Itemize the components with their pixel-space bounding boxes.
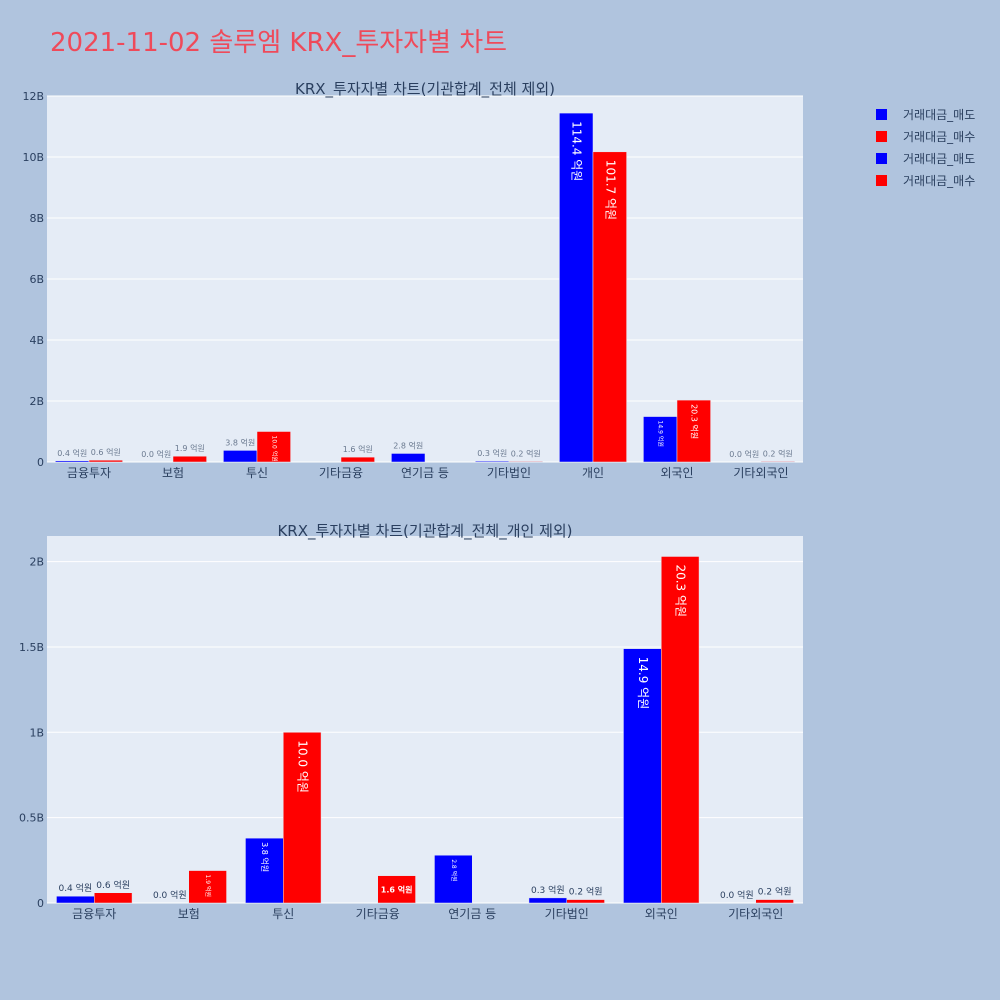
bar — [256, 431, 291, 463]
data-label: 10.0 억원 — [270, 436, 278, 462]
legend-label: 거래대금_매도 — [903, 152, 975, 166]
chart-title-1: KRX_투자자별 차트(기관합계_전체 제외) — [295, 80, 555, 99]
legend-swatch — [876, 153, 887, 164]
data-label: 2.8 억원 — [393, 440, 423, 450]
data-label: 0.6 억원 — [91, 447, 121, 457]
data-label: 0.6 억원 — [96, 879, 130, 891]
data-label: 10.0 억원 — [296, 740, 310, 793]
y-tick-label: 0 — [37, 897, 44, 910]
bar — [566, 899, 605, 904]
data-label: 0.2 억원 — [758, 886, 792, 898]
data-label: 114.4 억원 — [570, 121, 584, 181]
data-label: 0.0 억원 — [141, 449, 171, 459]
bar — [508, 461, 543, 463]
x-tick-label: 금융투자 — [67, 466, 111, 480]
bar — [94, 892, 133, 904]
bar — [528, 897, 568, 904]
data-label: 3.8 억원 — [260, 842, 270, 872]
bar — [223, 450, 258, 463]
data-label: 1.6 억원 — [381, 884, 413, 894]
bar — [391, 453, 426, 463]
bar — [55, 460, 90, 463]
bar — [56, 895, 95, 904]
y-tick-label: 2B — [29, 556, 44, 569]
data-label: 14.9 억원 — [657, 421, 665, 447]
x-tick-label: 외국인 — [660, 466, 693, 480]
legend-swatch — [876, 131, 887, 142]
bar — [340, 456, 375, 463]
x-tick-label: 기타외국인 — [733, 466, 788, 480]
y-tick-label: 10B — [22, 151, 44, 164]
data-label: 20.3 억원 — [689, 404, 699, 439]
y-tick-label: 2B — [29, 395, 44, 408]
bar — [559, 112, 594, 463]
x-tick-label: 연기금 등 — [401, 466, 449, 480]
x-tick-label: 기타외국인 — [728, 907, 783, 921]
y-tick-label: 1B — [29, 726, 44, 739]
data-label: 0.3 억원 — [477, 448, 507, 458]
data-label: 0.2 억원 — [569, 886, 603, 898]
bar — [245, 837, 284, 904]
x-tick-label: 투신 — [246, 466, 268, 480]
x-tick-label: 기타법인 — [545, 907, 589, 921]
data-label: 2.8 억원 — [450, 859, 458, 882]
chart-title-2: KRX_투자자별 차트(기관합계_전체_개인 제외) — [277, 522, 572, 541]
data-label: 1.9 억원 — [204, 875, 212, 898]
bar — [760, 461, 795, 463]
y-tick-label: 0.5B — [19, 812, 44, 825]
data-label: 1.6 억원 — [343, 444, 373, 454]
data-label: 0.4 억원 — [57, 448, 87, 458]
bar — [88, 459, 123, 463]
x-tick-label: 개인 — [582, 466, 604, 480]
bar — [475, 460, 510, 463]
data-label: 3.8 억원 — [225, 437, 255, 447]
data-label: 0.4 억원 — [58, 882, 92, 894]
data-label: 101.7 억원 — [603, 160, 617, 220]
data-label: 20.3 억원 — [674, 564, 688, 617]
data-label: 0.3 억원 — [531, 884, 565, 896]
bar — [283, 732, 322, 904]
x-tick-label: 보험 — [162, 466, 184, 480]
bar — [661, 556, 700, 904]
y-tick-label: 0 — [37, 456, 44, 469]
data-label: 0.0 억원 — [729, 449, 759, 459]
legend-swatch — [876, 175, 887, 186]
legend-swatch — [876, 109, 887, 120]
data-label: 0.2 억원 — [763, 448, 793, 458]
x-tick-label: 보험 — [178, 907, 200, 921]
bar — [643, 416, 678, 463]
data-label: 0.0 억원 — [153, 889, 187, 901]
y-tick-label: 6B — [29, 273, 44, 286]
bar — [623, 648, 662, 904]
bar — [377, 875, 416, 904]
data-label: 0.0 억원 — [720, 889, 754, 901]
y-tick-label: 12B — [22, 90, 44, 103]
x-tick-label: 투신 — [272, 907, 294, 921]
data-label: 1.9 억원 — [175, 443, 205, 453]
legend-label: 거래대금_매수 — [903, 174, 975, 188]
x-tick-label: 금융투자 — [72, 907, 116, 921]
x-tick-label: 외국인 — [645, 907, 678, 921]
x-tick-label: 기타금융 — [319, 466, 363, 480]
bar — [755, 899, 794, 904]
x-tick-label: 연기금 등 — [448, 907, 496, 921]
legend-label: 거래대금_매도 — [903, 108, 975, 122]
data-label: 14.9 억원 — [636, 657, 650, 710]
legend-label: 거래대금_매수 — [903, 130, 975, 144]
bar — [172, 455, 207, 463]
bar — [188, 870, 227, 904]
bar — [676, 399, 711, 463]
x-tick-label: 기타금융 — [356, 907, 400, 921]
bar — [434, 854, 473, 904]
bar — [592, 151, 627, 463]
y-tick-label: 8B — [29, 212, 44, 225]
y-tick-label: 1.5B — [19, 641, 44, 654]
data-label: 0.2 억원 — [511, 448, 541, 458]
y-tick-label: 4B — [29, 334, 44, 347]
x-tick-label: 기타법인 — [487, 466, 531, 480]
page-title: 2021-11-02 솔루엠 KRX_투자자별 차트 — [50, 28, 508, 58]
